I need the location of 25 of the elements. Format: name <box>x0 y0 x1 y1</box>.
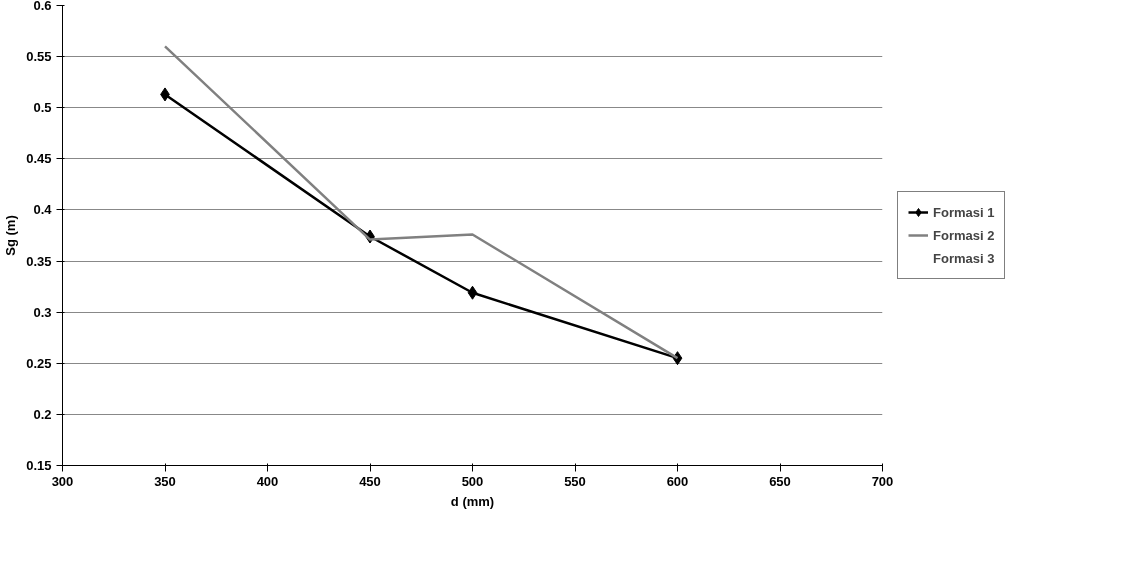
y-tick-label: 0.45 <box>26 151 52 167</box>
y-tick-label: 0.5 <box>33 100 52 116</box>
y-tick-label: 0.25 <box>26 355 52 371</box>
x-tick-label: 400 <box>256 473 279 489</box>
legend-label: Formasi 1 <box>933 204 995 220</box>
y-tick-label: 0.15 <box>26 458 52 473</box>
y-axis-title: Sg (m) <box>3 215 19 256</box>
x-tick-label: 350 <box>154 473 176 489</box>
x-tick-label: 600 <box>666 473 689 489</box>
y-tick-label: 0.6 <box>33 0 52 13</box>
point <box>467 285 478 300</box>
x-tick-label: 650 <box>769 473 791 489</box>
y-tick-label: 0.2 <box>33 406 52 422</box>
x-tick-label: 450 <box>359 473 381 489</box>
x-tick-label: 550 <box>564 473 586 489</box>
x-axis-title: d (mm) <box>450 493 495 509</box>
y-tick-label: 0.4 <box>33 202 53 218</box>
legend-label: Formasi 2 <box>933 227 995 243</box>
x-tick-label: 700 <box>871 473 894 489</box>
y-tick-label: 0.3 <box>33 304 52 320</box>
x-tick-label: 500 <box>461 473 484 489</box>
text: Formasi 3 <box>933 250 995 266</box>
y-tick-label: 0.55 <box>26 49 52 65</box>
y-tick-label: 0.35 <box>26 253 52 269</box>
x-tick-label: 300 <box>51 473 74 489</box>
